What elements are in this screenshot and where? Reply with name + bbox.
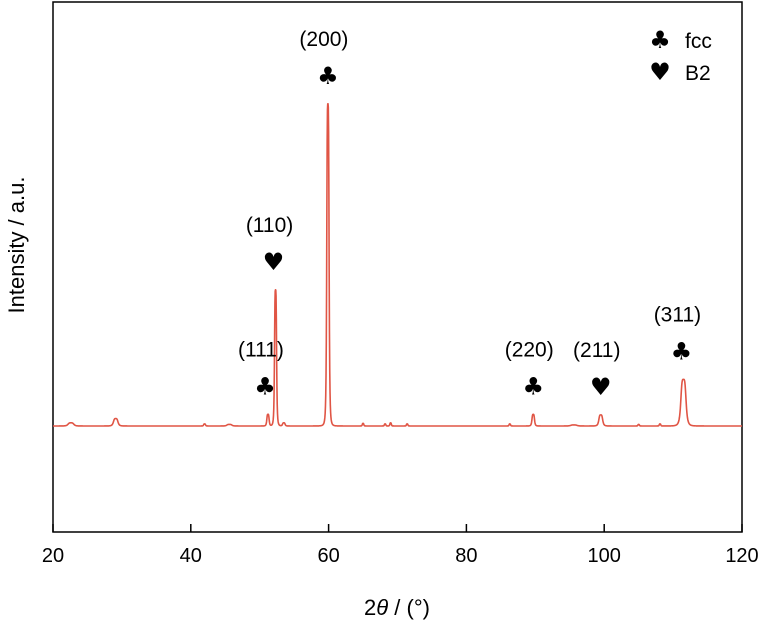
x-axis-label-variable: θ <box>376 595 388 620</box>
legend-label-b2: B2 <box>685 62 711 85</box>
phase-marker-fcc: ♣ <box>317 62 339 90</box>
peak-label: (110) <box>246 214 293 237</box>
x-axis-tick-labels: 20 40 60 80 100 120 <box>42 545 759 567</box>
peak-label: (220) <box>505 338 554 361</box>
plot-frame <box>52 1 743 533</box>
phase-marker-fcc: ♣ <box>522 372 544 400</box>
peak-label: (200) <box>299 28 348 51</box>
legend: ♣ fcc ♥ B2 <box>649 26 712 86</box>
x-tick-label: 80 <box>455 545 477 567</box>
peak-label: (211) <box>573 339 620 362</box>
x-tick-label: 100 <box>588 545 621 567</box>
phase-marker-b2: ♥ <box>590 373 612 401</box>
x-axis-label-prefix: 2 <box>364 595 376 620</box>
series-line <box>52 102 743 427</box>
legend-symbol-b2: ♥ <box>649 58 671 86</box>
phase-marker-fcc: ♣ <box>671 337 693 365</box>
x-tick-label: 120 <box>725 545 758 567</box>
x-tick-label: 60 <box>317 545 339 567</box>
x-axis-ticks <box>52 524 743 532</box>
peak-label: (111) <box>238 338 284 361</box>
phase-marker-b2: ♥ <box>263 248 285 276</box>
peak-label: (311) <box>654 303 701 326</box>
x-axis-label-suffix: / (°) <box>388 595 430 620</box>
phase-marker-fcc: ♣ <box>254 372 276 400</box>
y-axis-label: Intensity / a.u. <box>4 177 29 314</box>
x-tick-label: 20 <box>42 545 64 567</box>
x-axis-label: 2θ / (°) <box>364 595 430 620</box>
peak-annotations: ♣ (111) ♥ (110) ♣ (200) ♣ (220) ♥ (211) ♣ (311) <box>238 28 701 401</box>
legend-label-fcc: fcc <box>685 30 712 53</box>
x-tick-label: 40 <box>180 545 202 567</box>
legend-symbol-fcc: ♣ <box>649 26 671 54</box>
